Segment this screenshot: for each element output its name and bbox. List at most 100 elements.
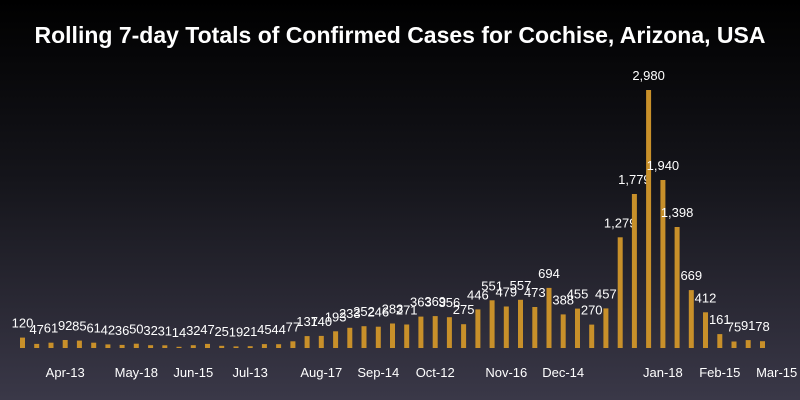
bar-17 (261, 344, 267, 348)
bar-10 (162, 345, 168, 348)
bar-value-label-31: 275 (453, 302, 475, 317)
bar-44 (646, 90, 652, 348)
bar-29 (432, 316, 438, 348)
bar-36 (532, 307, 538, 348)
bar-value-label-47: 669 (680, 268, 702, 283)
bar-value-label-26: 283 (382, 302, 404, 317)
bar-13 (205, 343, 210, 348)
bar-value-label-42: 1,279 (604, 215, 637, 230)
bar-32 (475, 309, 481, 348)
bar-26 (390, 323, 395, 348)
bar-value-label-0: 120 (12, 316, 34, 331)
bar-22 (333, 331, 339, 348)
bar-value-label-34: 479 (495, 285, 517, 300)
bar-value-label-19: 77 (286, 319, 300, 334)
bar-value-label-6: 42 (101, 322, 115, 337)
bar-value-label-44: 2,980 (632, 68, 665, 83)
bar-39 (575, 308, 580, 348)
x-tick-label-6: Oct-12 (416, 365, 455, 380)
x-tick-label-7: Nov-16 (485, 365, 527, 380)
bar-value-label-28: 363 (410, 295, 432, 310)
bar-9 (148, 345, 154, 348)
x-tick-label-3: Jul-13 (232, 365, 267, 380)
bar-value-label-1: 47 (29, 322, 43, 337)
x-tick-label-8: Dec-14 (542, 365, 584, 380)
bar-31 (461, 324, 467, 348)
bar-21 (318, 335, 324, 348)
bar-value-label-40: 270 (581, 303, 603, 318)
bar-value-label-51: 91 (741, 318, 755, 333)
bar-46 (674, 227, 680, 348)
bar-value-label-3: 92 (58, 318, 72, 333)
bar-38 (560, 314, 566, 348)
bar-value-label-37: 694 (538, 266, 560, 281)
bar-value-label-20: 137 (296, 314, 318, 329)
bar-24 (361, 326, 367, 348)
bar-value-label-32: 446 (467, 287, 489, 302)
bar-34 (503, 306, 509, 348)
bar-47 (688, 290, 694, 348)
bar-value-label-22: 193 (325, 309, 347, 324)
bar-value-label-16: 21 (243, 324, 257, 339)
bar-18 (276, 344, 282, 348)
bar-value-label-14: 25 (214, 324, 228, 339)
bar-16 (247, 346, 253, 348)
x-tick-label-1: May-18 (115, 365, 158, 380)
bar-11 (176, 346, 182, 348)
bar-value-label-8: 50 (129, 322, 143, 337)
bar-value-label-13: 47 (200, 322, 214, 337)
bar-8 (133, 343, 139, 348)
bar-35 (518, 299, 523, 348)
bar-value-label-10: 31 (158, 323, 172, 338)
bar-value-label-24: 252 (353, 304, 375, 319)
bar-value-label-23: 233 (339, 306, 361, 321)
bar-value-label-17: 45 (257, 322, 271, 337)
bar-50 (731, 341, 737, 348)
bar-value-label-30: 356 (439, 295, 461, 310)
bar-value-label-29: 369 (424, 294, 446, 309)
bar-0 (20, 337, 25, 348)
x-tick-label-5: Sep-14 (357, 365, 399, 380)
bar-27 (404, 324, 410, 348)
chart-title: Rolling 7-day Totals of Confirmed Cases … (34, 22, 766, 48)
bar-42 (617, 237, 623, 348)
bar-6 (105, 344, 111, 348)
bar-value-label-12: 32 (186, 323, 200, 338)
bar-value-label-48: 412 (695, 290, 717, 305)
x-tick-label-9: Jan-18 (643, 365, 683, 380)
bar-4 (76, 340, 82, 348)
x-tick-label-2: Jun-15 (173, 365, 213, 380)
bar-2 (48, 342, 54, 348)
bar-value-label-50: 75 (727, 320, 741, 335)
bar-49 (717, 334, 723, 348)
bar-3 (62, 340, 68, 348)
bar-33 (489, 300, 495, 348)
bar-12 (190, 345, 196, 348)
x-tick-label-0: Apr-13 (46, 365, 85, 380)
bar-43 (631, 194, 637, 348)
bar-value-label-43: 1,779 (618, 172, 651, 187)
bar-41 (603, 308, 609, 348)
bar-value-label-45: 1,940 (647, 158, 680, 173)
bar-40 (589, 324, 595, 348)
bar-19 (290, 341, 296, 348)
bar-52 (760, 341, 765, 348)
bar-48 (703, 312, 708, 348)
x-tick-label-4: Aug-17 (300, 365, 342, 380)
bar-value-label-46: 1,398 (661, 205, 694, 220)
bar-value-label-18: 44 (271, 322, 285, 337)
bar-value-label-49: 161 (709, 312, 731, 327)
bar-value-label-9: 32 (143, 323, 157, 338)
bar-value-label-5: 61 (86, 321, 100, 336)
bar-14 (219, 345, 225, 348)
bar-51 (745, 340, 751, 348)
bar-20 (304, 336, 310, 348)
bar-7 (119, 344, 125, 348)
bar-value-label-39: 455 (567, 287, 589, 302)
bar-15 (233, 346, 239, 348)
bar-value-label-35: 557 (510, 278, 532, 293)
bar-5 (91, 342, 97, 348)
bar-value-label-41: 457 (595, 286, 617, 301)
bar-37 (546, 287, 552, 348)
